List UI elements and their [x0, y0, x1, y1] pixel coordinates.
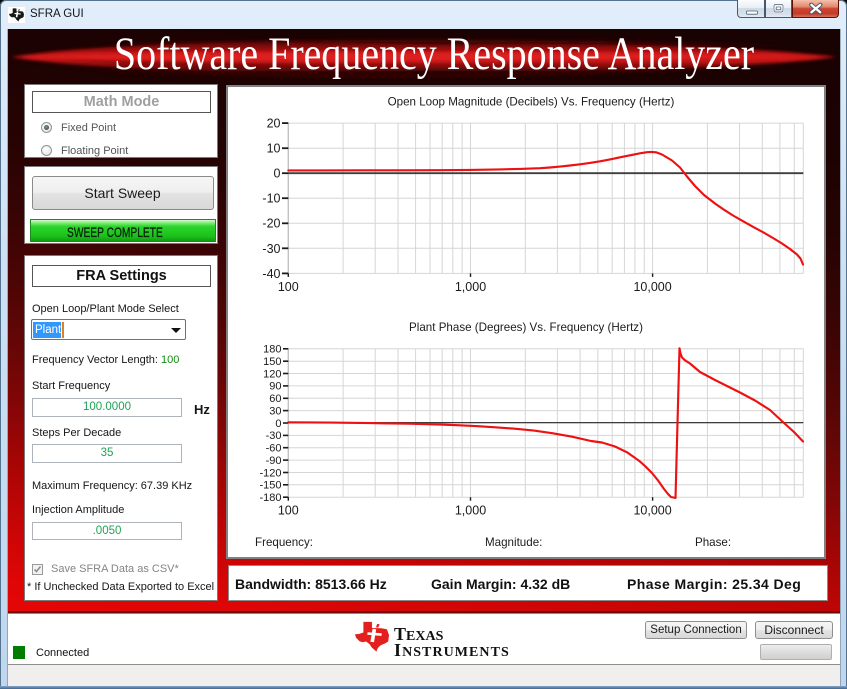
- svg-text:Magnitude:: Magnitude:: [485, 536, 542, 549]
- svg-text:30: 30: [269, 405, 281, 417]
- svg-text:0: 0: [275, 418, 281, 430]
- svg-text:150: 150: [263, 356, 281, 368]
- svg-text:10,000: 10,000: [633, 280, 671, 294]
- svg-text:-30: -30: [262, 242, 280, 256]
- svg-text:Frequency:: Frequency:: [255, 536, 313, 549]
- svg-text:-150: -150: [259, 480, 281, 492]
- svg-text:1,000: 1,000: [455, 280, 486, 294]
- svg-text:100: 100: [278, 280, 299, 294]
- svg-text:90: 90: [269, 381, 281, 393]
- svg-text:-60: -60: [266, 443, 282, 455]
- svg-text:-30: -30: [266, 430, 282, 442]
- svg-text:0: 0: [274, 167, 281, 181]
- svg-text:-10: -10: [262, 192, 280, 206]
- svg-text:180: 180: [263, 344, 281, 356]
- svg-text:60: 60: [269, 393, 281, 405]
- svg-text:100: 100: [278, 504, 299, 518]
- svg-text:1,000: 1,000: [455, 504, 486, 518]
- svg-text:-20: -20: [262, 217, 280, 231]
- svg-text:10: 10: [267, 142, 281, 156]
- svg-text:20: 20: [267, 117, 281, 131]
- svg-text:-90: -90: [266, 455, 282, 467]
- svg-text:120: 120: [263, 368, 281, 380]
- svg-text:-40: -40: [262, 267, 280, 281]
- svg-text:-120: -120: [259, 467, 281, 479]
- svg-text:Plant Phase (Degrees) Vs. Freq: Plant Phase (Degrees) Vs. Frequency (Her…: [409, 321, 643, 334]
- svg-text:Open Loop Magnitude (Decibels): Open Loop Magnitude (Decibels) Vs. Frequ…: [388, 96, 675, 109]
- svg-text:-180: -180: [259, 492, 281, 504]
- svg-text:Phase:: Phase:: [695, 536, 731, 549]
- svg-text:10,000: 10,000: [633, 504, 671, 518]
